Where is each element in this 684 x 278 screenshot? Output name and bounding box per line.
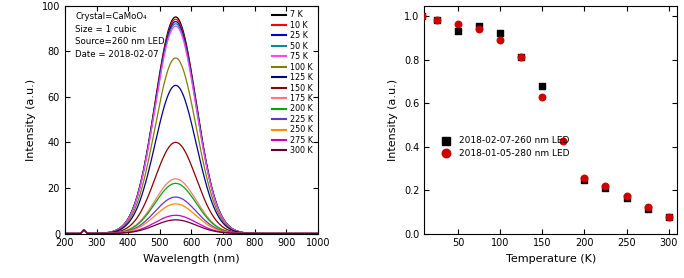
X-axis label: Wavelength (nm): Wavelength (nm)	[143, 254, 240, 264]
2018-02-07-260 nm LED	[579, 178, 590, 183]
2018-01-05-280 nm LED	[473, 27, 484, 32]
2018-01-05-280 nm LED	[432, 18, 443, 22]
2018-01-05-280 nm LED	[516, 54, 527, 59]
2018-02-07-260 nm LED	[537, 84, 548, 88]
Legend: 2018-02-07-260 nm LED, 2018-01-05-280 nm LED: 2018-02-07-260 nm LED, 2018-01-05-280 nm…	[434, 133, 573, 161]
X-axis label: Temperature (K): Temperature (K)	[505, 254, 596, 264]
2018-01-05-280 nm LED	[621, 193, 632, 198]
2018-02-07-260 nm LED	[495, 31, 505, 35]
2018-02-07-260 nm LED	[600, 186, 611, 190]
2018-01-05-280 nm LED	[600, 183, 611, 188]
Y-axis label: Intensity (a.u.): Intensity (a.u.)	[26, 78, 36, 161]
2018-02-07-260 nm LED	[663, 215, 674, 219]
2018-01-05-280 nm LED	[416, 14, 427, 19]
2018-02-07-260 nm LED	[642, 206, 653, 211]
Text: Crystal=CaMoO₄
Size = 1 cubic
Source=260 nm LED
Date = 2018-02-07: Crystal=CaMoO₄ Size = 1 cubic Source=260…	[75, 13, 165, 59]
2018-02-07-260 nm LED	[432, 18, 443, 22]
2018-01-05-280 nm LED	[579, 176, 590, 180]
2018-01-05-280 nm LED	[558, 139, 569, 143]
2018-02-07-260 nm LED	[416, 14, 427, 19]
2018-01-05-280 nm LED	[537, 95, 548, 99]
2018-01-05-280 nm LED	[452, 22, 463, 26]
2018-01-05-280 nm LED	[642, 205, 653, 210]
2018-01-05-280 nm LED	[495, 38, 505, 43]
2018-01-05-280 nm LED	[663, 215, 674, 219]
2018-02-07-260 nm LED	[621, 195, 632, 200]
Y-axis label: Intensity (a.u.): Intensity (a.u.)	[389, 78, 398, 161]
2018-02-07-260 nm LED	[452, 28, 463, 33]
Legend: 7 K, 10 K, 25 K, 50 K, 75 K, 100 K, 125 K, 150 K, 175 K, 200 K, 225 K, 250 K, 27: 7 K, 10 K, 25 K, 50 K, 75 K, 100 K, 125 …	[271, 9, 314, 156]
2018-02-07-260 nm LED	[473, 24, 484, 28]
2018-02-07-260 nm LED	[516, 54, 527, 59]
